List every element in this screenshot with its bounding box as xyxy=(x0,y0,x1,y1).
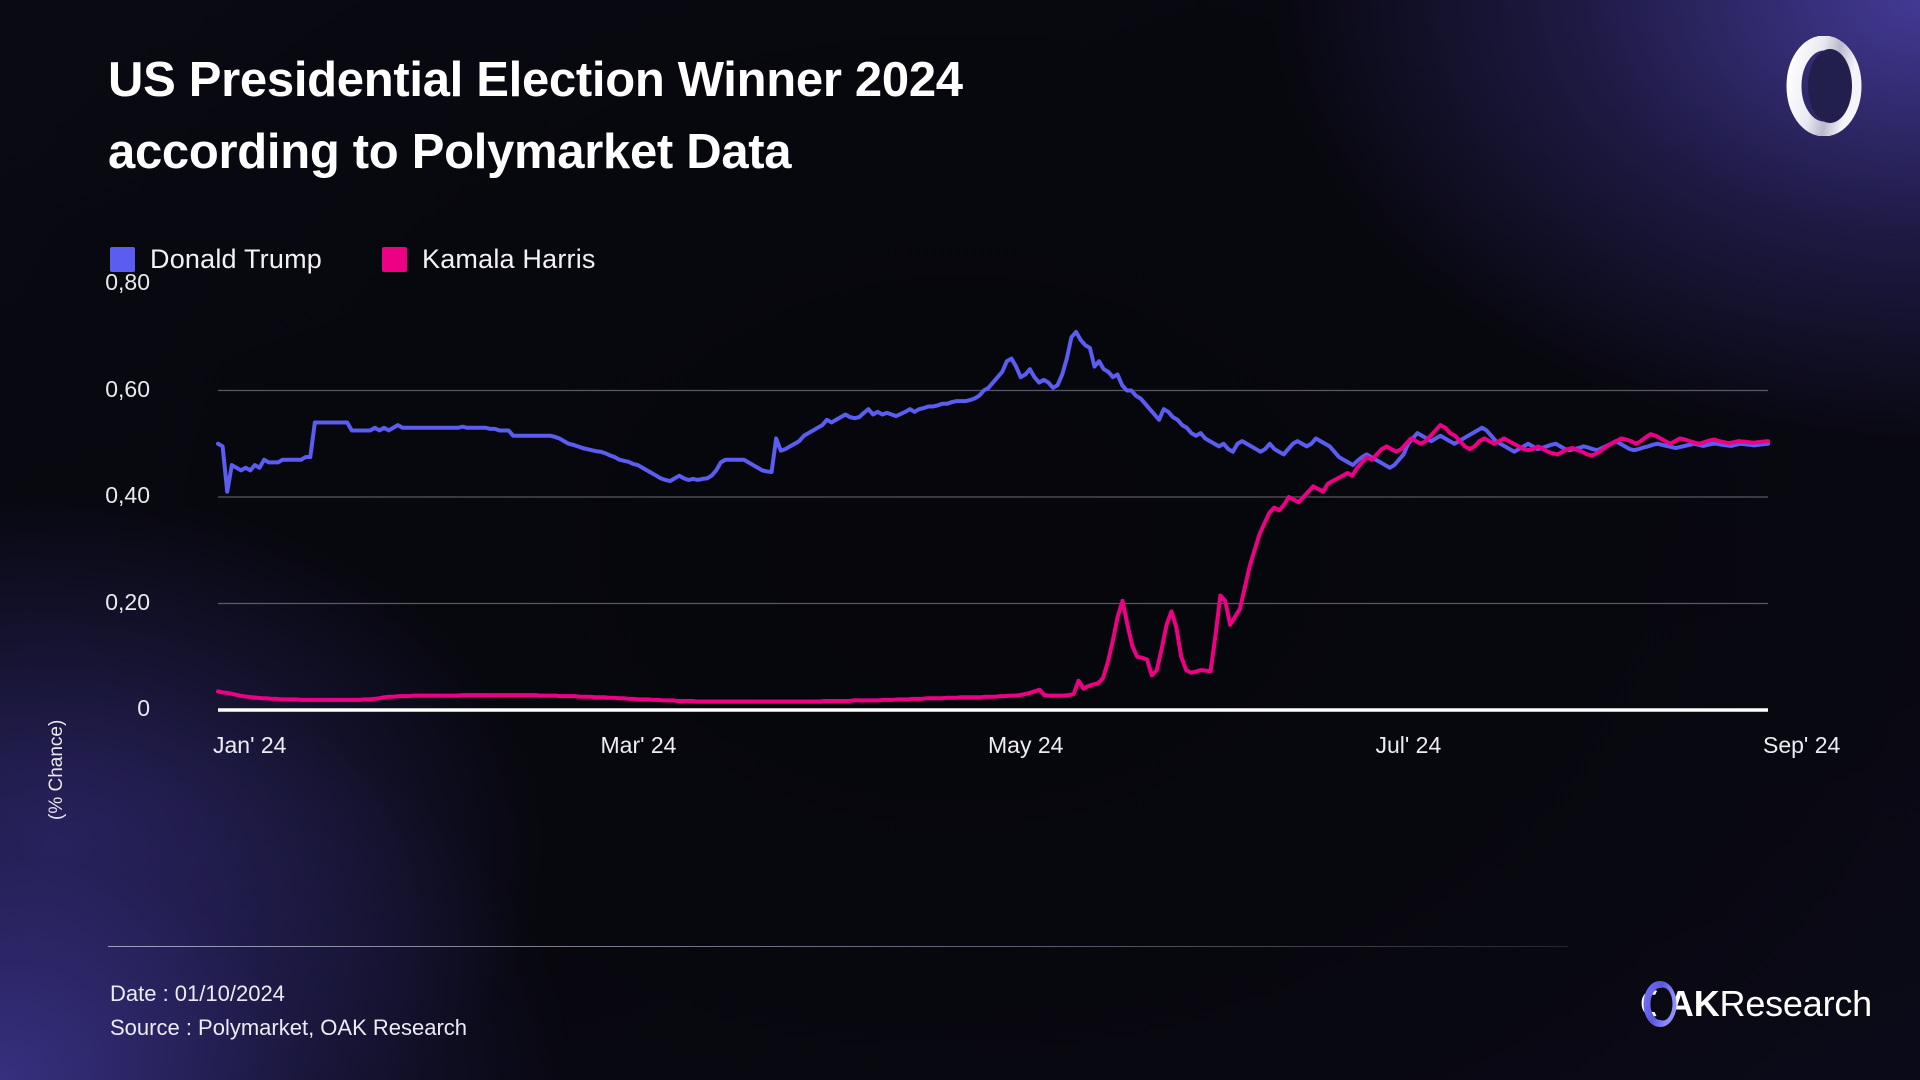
legend-item-trump[interactable]: Donald Trump xyxy=(110,244,322,275)
line-plot xyxy=(216,283,1770,712)
x-tick-label: May 24 xyxy=(988,732,1064,758)
footer-text: Date : 01/10/2024 Source : Polymarket, O… xyxy=(110,977,467,1045)
brand-research: Research xyxy=(1719,983,1873,1024)
legend-item-harris[interactable]: Kamala Harris xyxy=(381,244,596,275)
footer-date: Date : 01/10/2024 xyxy=(110,981,285,1006)
chart-legend: Donald Trump Kamala Harris xyxy=(110,244,596,275)
x-tick-label: Jul' 24 xyxy=(1375,732,1442,758)
series-line-trump xyxy=(216,329,1770,494)
series-line-harris xyxy=(216,423,1770,704)
legend-label-harris: Kamala Harris xyxy=(421,244,596,274)
legend-swatch-trump-icon xyxy=(110,247,135,272)
legend-label-trump: Donald Trump xyxy=(150,244,322,274)
brand-wordmark: OAKResearch xyxy=(1640,983,1872,1025)
x-tick-label: Mar' 24 xyxy=(600,732,677,758)
y-tick-label: 0,40 xyxy=(105,482,150,508)
footer-source: Source : Polymarket, OAK Research xyxy=(110,1015,468,1041)
legend-swatch-harris-icon xyxy=(381,247,407,272)
y-tick-label: 0,80 xyxy=(105,269,150,295)
y-tick-label: 0,20 xyxy=(105,588,150,615)
oak-research-brand: OAKResearch xyxy=(1640,981,1872,1027)
x-tick-label: Jan' 24 xyxy=(213,732,287,758)
chart-area: (% Chance) 0,80 0,60 0,40 0,20 0 Jan' 24 Mar'… xyxy=(0,269,1920,920)
y-axis-title: (% Chance) xyxy=(46,719,67,820)
x-tick-label: Sep' 24 xyxy=(1763,732,1841,758)
y-tick-label: 0 xyxy=(137,695,150,721)
oak-ring-logo-icon xyxy=(1643,981,1677,1027)
oak-ring-logo-icon xyxy=(1786,36,1862,136)
title-line-2: according to Polymarket Data xyxy=(108,125,792,180)
page-title: US Presidential Election Winner 2024 acc… xyxy=(108,44,1358,188)
title-line-1: US Presidential Election Winner 2024 xyxy=(108,53,963,107)
y-tick-label: 0,60 xyxy=(105,375,150,402)
footer-divider xyxy=(108,946,1568,947)
